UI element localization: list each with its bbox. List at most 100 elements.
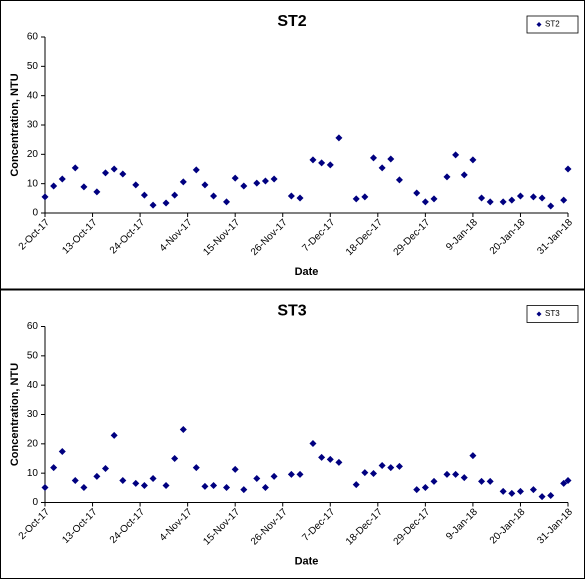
data-point [538, 493, 546, 501]
y-tick-label: 10 [27, 178, 39, 189]
data-point [452, 470, 460, 478]
panel-border [0, 0, 585, 290]
data-point [240, 182, 248, 190]
legend-label: ST2 [545, 20, 560, 29]
data-point [395, 462, 403, 470]
data-point [71, 477, 79, 484]
data-point [413, 189, 421, 197]
y-tick-label: 50 [27, 350, 39, 361]
data-point [171, 455, 179, 462]
data-point [80, 484, 88, 492]
data-point [201, 181, 209, 189]
data-point [270, 175, 278, 183]
x-axis-title: Date [295, 555, 319, 567]
data-point [369, 469, 377, 477]
data-point [253, 179, 261, 187]
data-point [119, 477, 127, 484]
data-point [378, 164, 386, 172]
data-point [287, 192, 295, 200]
y-axis-title: Concentration, NTU [9, 363, 21, 466]
data-point [223, 484, 231, 492]
y-tick-label: 10 [27, 468, 39, 479]
data-point [309, 156, 317, 164]
data-point [486, 477, 494, 485]
data-point [452, 151, 460, 159]
data-point [140, 191, 148, 199]
data-point [499, 198, 507, 206]
y-axis-title: Concentration, NTU [9, 73, 21, 176]
data-point [318, 453, 326, 461]
data-point [361, 193, 369, 201]
data-point [179, 425, 187, 433]
data-point [240, 486, 248, 494]
data-point [516, 192, 524, 200]
y-tick-label: 40 [27, 90, 39, 101]
legend-marker [536, 22, 542, 27]
data-point [93, 472, 101, 480]
data-point [529, 486, 537, 494]
legend-marker [536, 311, 542, 317]
data-point [335, 134, 343, 142]
data-point [287, 470, 295, 478]
data-point [149, 474, 157, 482]
data-point [352, 195, 360, 203]
data-point [469, 156, 477, 164]
data-point [102, 169, 110, 177]
data-point [162, 199, 170, 207]
chart-title: ST2 [277, 13, 306, 30]
data-point [171, 191, 179, 199]
data-point [486, 198, 494, 206]
data-point [231, 465, 239, 473]
data-point [369, 154, 377, 162]
data-point [149, 201, 157, 209]
data-point [421, 484, 429, 492]
y-tick-label: 40 [27, 380, 39, 391]
data-point [132, 181, 140, 189]
data-point [261, 484, 269, 492]
data-point [547, 491, 555, 499]
legend-label: ST3 [545, 309, 560, 318]
data-point [41, 193, 49, 201]
data-point [140, 481, 148, 489]
data-point [460, 474, 468, 482]
data-point [132, 479, 140, 487]
data-point [478, 194, 486, 202]
data-point [378, 462, 386, 470]
data-point [162, 481, 170, 489]
y-tick-label: 0 [32, 208, 38, 219]
x-axis-title: Date [295, 266, 319, 278]
data-point [50, 182, 58, 190]
y-tick-label: 30 [27, 120, 39, 131]
y-tick-label: 50 [27, 61, 39, 72]
data-point [469, 452, 477, 460]
data-point [210, 192, 218, 200]
data-point [326, 161, 334, 169]
data-point [253, 474, 261, 482]
data-point [430, 477, 438, 485]
data-point [443, 173, 451, 181]
data-point [41, 484, 49, 492]
data-point [421, 198, 429, 206]
y-tick-label: 0 [32, 497, 38, 508]
data-point [335, 458, 343, 466]
data-point [499, 487, 507, 495]
data-point [296, 194, 304, 202]
legend-box [526, 15, 579, 34]
data-point [560, 196, 568, 204]
data-point [413, 486, 421, 494]
data-point [395, 176, 403, 184]
data-point [261, 177, 269, 185]
data-point [361, 469, 369, 477]
data-point [430, 195, 438, 203]
y-tick-label: 30 [27, 409, 39, 420]
data-point [296, 470, 304, 478]
data-point [309, 440, 317, 448]
data-point [547, 202, 555, 210]
chart-title: ST3 [277, 303, 306, 320]
y-tick-label: 20 [27, 149, 39, 160]
data-point [231, 174, 239, 182]
data-point [529, 193, 537, 201]
panel-border [0, 289, 585, 579]
